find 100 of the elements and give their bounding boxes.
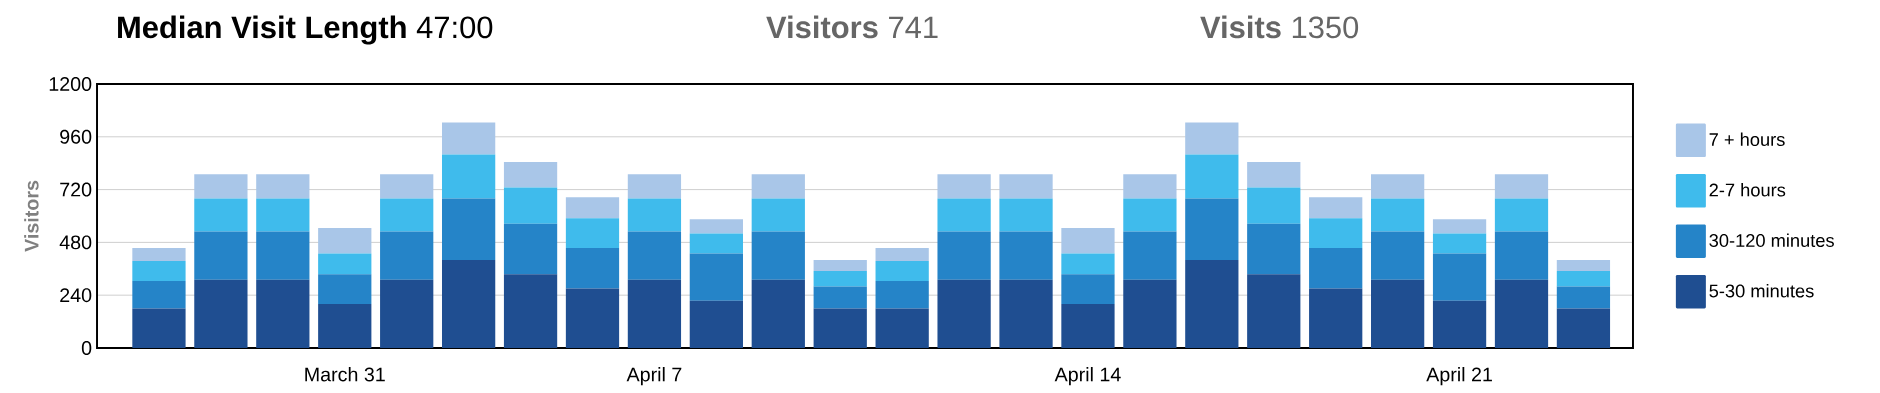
bar [1309, 197, 1363, 219]
bar [875, 308, 929, 348]
bar [565, 288, 620, 348]
bar [380, 198, 434, 232]
bar [999, 279, 1053, 348]
bar [1185, 122, 1239, 155]
bar [751, 279, 805, 348]
x-tick-label: April 21 [1426, 367, 1492, 386]
bar [503, 223, 558, 275]
bar [194, 174, 248, 199]
bar [1309, 247, 1363, 289]
bar [1494, 279, 1549, 348]
bar [132, 308, 186, 348]
bar [1432, 253, 1487, 301]
bar [813, 286, 867, 309]
bar [813, 270, 867, 287]
bar [1432, 233, 1487, 254]
bar [194, 231, 248, 280]
text: Visitors 741 [766, 15, 938, 39]
bar [1247, 223, 1301, 275]
bar [751, 231, 805, 280]
bar [1185, 259, 1239, 348]
bar [689, 219, 743, 234]
x-tick-label: April 7 [626, 367, 682, 386]
bar [503, 187, 558, 224]
bar [256, 231, 310, 280]
bar [1371, 198, 1425, 232]
bar [1371, 174, 1425, 199]
legend-label: 5-30 minutes [1709, 284, 1814, 298]
bar [565, 197, 620, 219]
bar [813, 259, 867, 271]
bar [380, 279, 434, 348]
bar [318, 303, 372, 348]
bar [1247, 274, 1301, 348]
bar [1432, 219, 1487, 234]
y-tick-label: 1200 [49, 77, 92, 91]
bar [442, 259, 496, 348]
bar [194, 198, 248, 232]
bar [689, 253, 743, 301]
bar [627, 174, 682, 199]
bar [1061, 228, 1115, 254]
bar [1494, 231, 1549, 280]
bar [999, 174, 1053, 199]
x-tick-label: March 31 [305, 367, 385, 382]
bar [1185, 154, 1239, 199]
bar [1371, 231, 1425, 280]
bar [1061, 253, 1115, 275]
bar [627, 231, 682, 280]
y-axis-title: Visitors [24, 180, 39, 252]
bar [937, 198, 991, 232]
y-tick-label: 0 [81, 341, 92, 355]
bar [627, 279, 682, 348]
bar [565, 218, 620, 248]
bar [875, 280, 929, 309]
bar [318, 253, 372, 275]
bar [503, 274, 558, 348]
bar [442, 122, 496, 155]
legend-label: 7 + hours [1709, 132, 1785, 147]
bar [1247, 187, 1301, 224]
bar [689, 233, 743, 254]
bar [1061, 274, 1115, 304]
bar [318, 274, 372, 304]
bar [1123, 279, 1177, 348]
legend-label: 2-7 hours [1709, 183, 1786, 197]
bar [442, 198, 496, 260]
bar [937, 231, 991, 280]
bar [565, 247, 620, 289]
y-tick-label: 960 [60, 129, 92, 144]
bar [1061, 303, 1115, 348]
bar [194, 279, 248, 348]
bar [1556, 270, 1611, 287]
bar [442, 154, 496, 199]
x-tick-label: April 14 [1054, 367, 1121, 386]
bar [1494, 174, 1549, 199]
bar [1247, 162, 1301, 188]
bar [875, 261, 929, 281]
bar [132, 247, 186, 262]
bar [999, 198, 1053, 232]
bar [689, 300, 743, 348]
bar [1123, 174, 1177, 199]
bar [751, 174, 805, 199]
chart-title: Median Visit Length 47:00 [118, 15, 493, 45]
bar [1123, 231, 1177, 280]
bar [937, 279, 991, 348]
bar [132, 261, 186, 281]
bar [256, 279, 310, 348]
text: Visits 1350 [1200, 15, 1359, 39]
bar [256, 174, 310, 199]
bar [1185, 198, 1239, 260]
bar [1123, 198, 1177, 232]
bar [1494, 198, 1549, 232]
bar [380, 231, 434, 280]
bar [1556, 286, 1611, 309]
bar [1309, 288, 1363, 348]
legend-label: 30-120 minutes [1709, 233, 1834, 247]
bar [132, 280, 186, 309]
bar [318, 228, 372, 254]
bar [380, 174, 434, 199]
bar [1432, 300, 1487, 348]
bar [503, 162, 558, 188]
